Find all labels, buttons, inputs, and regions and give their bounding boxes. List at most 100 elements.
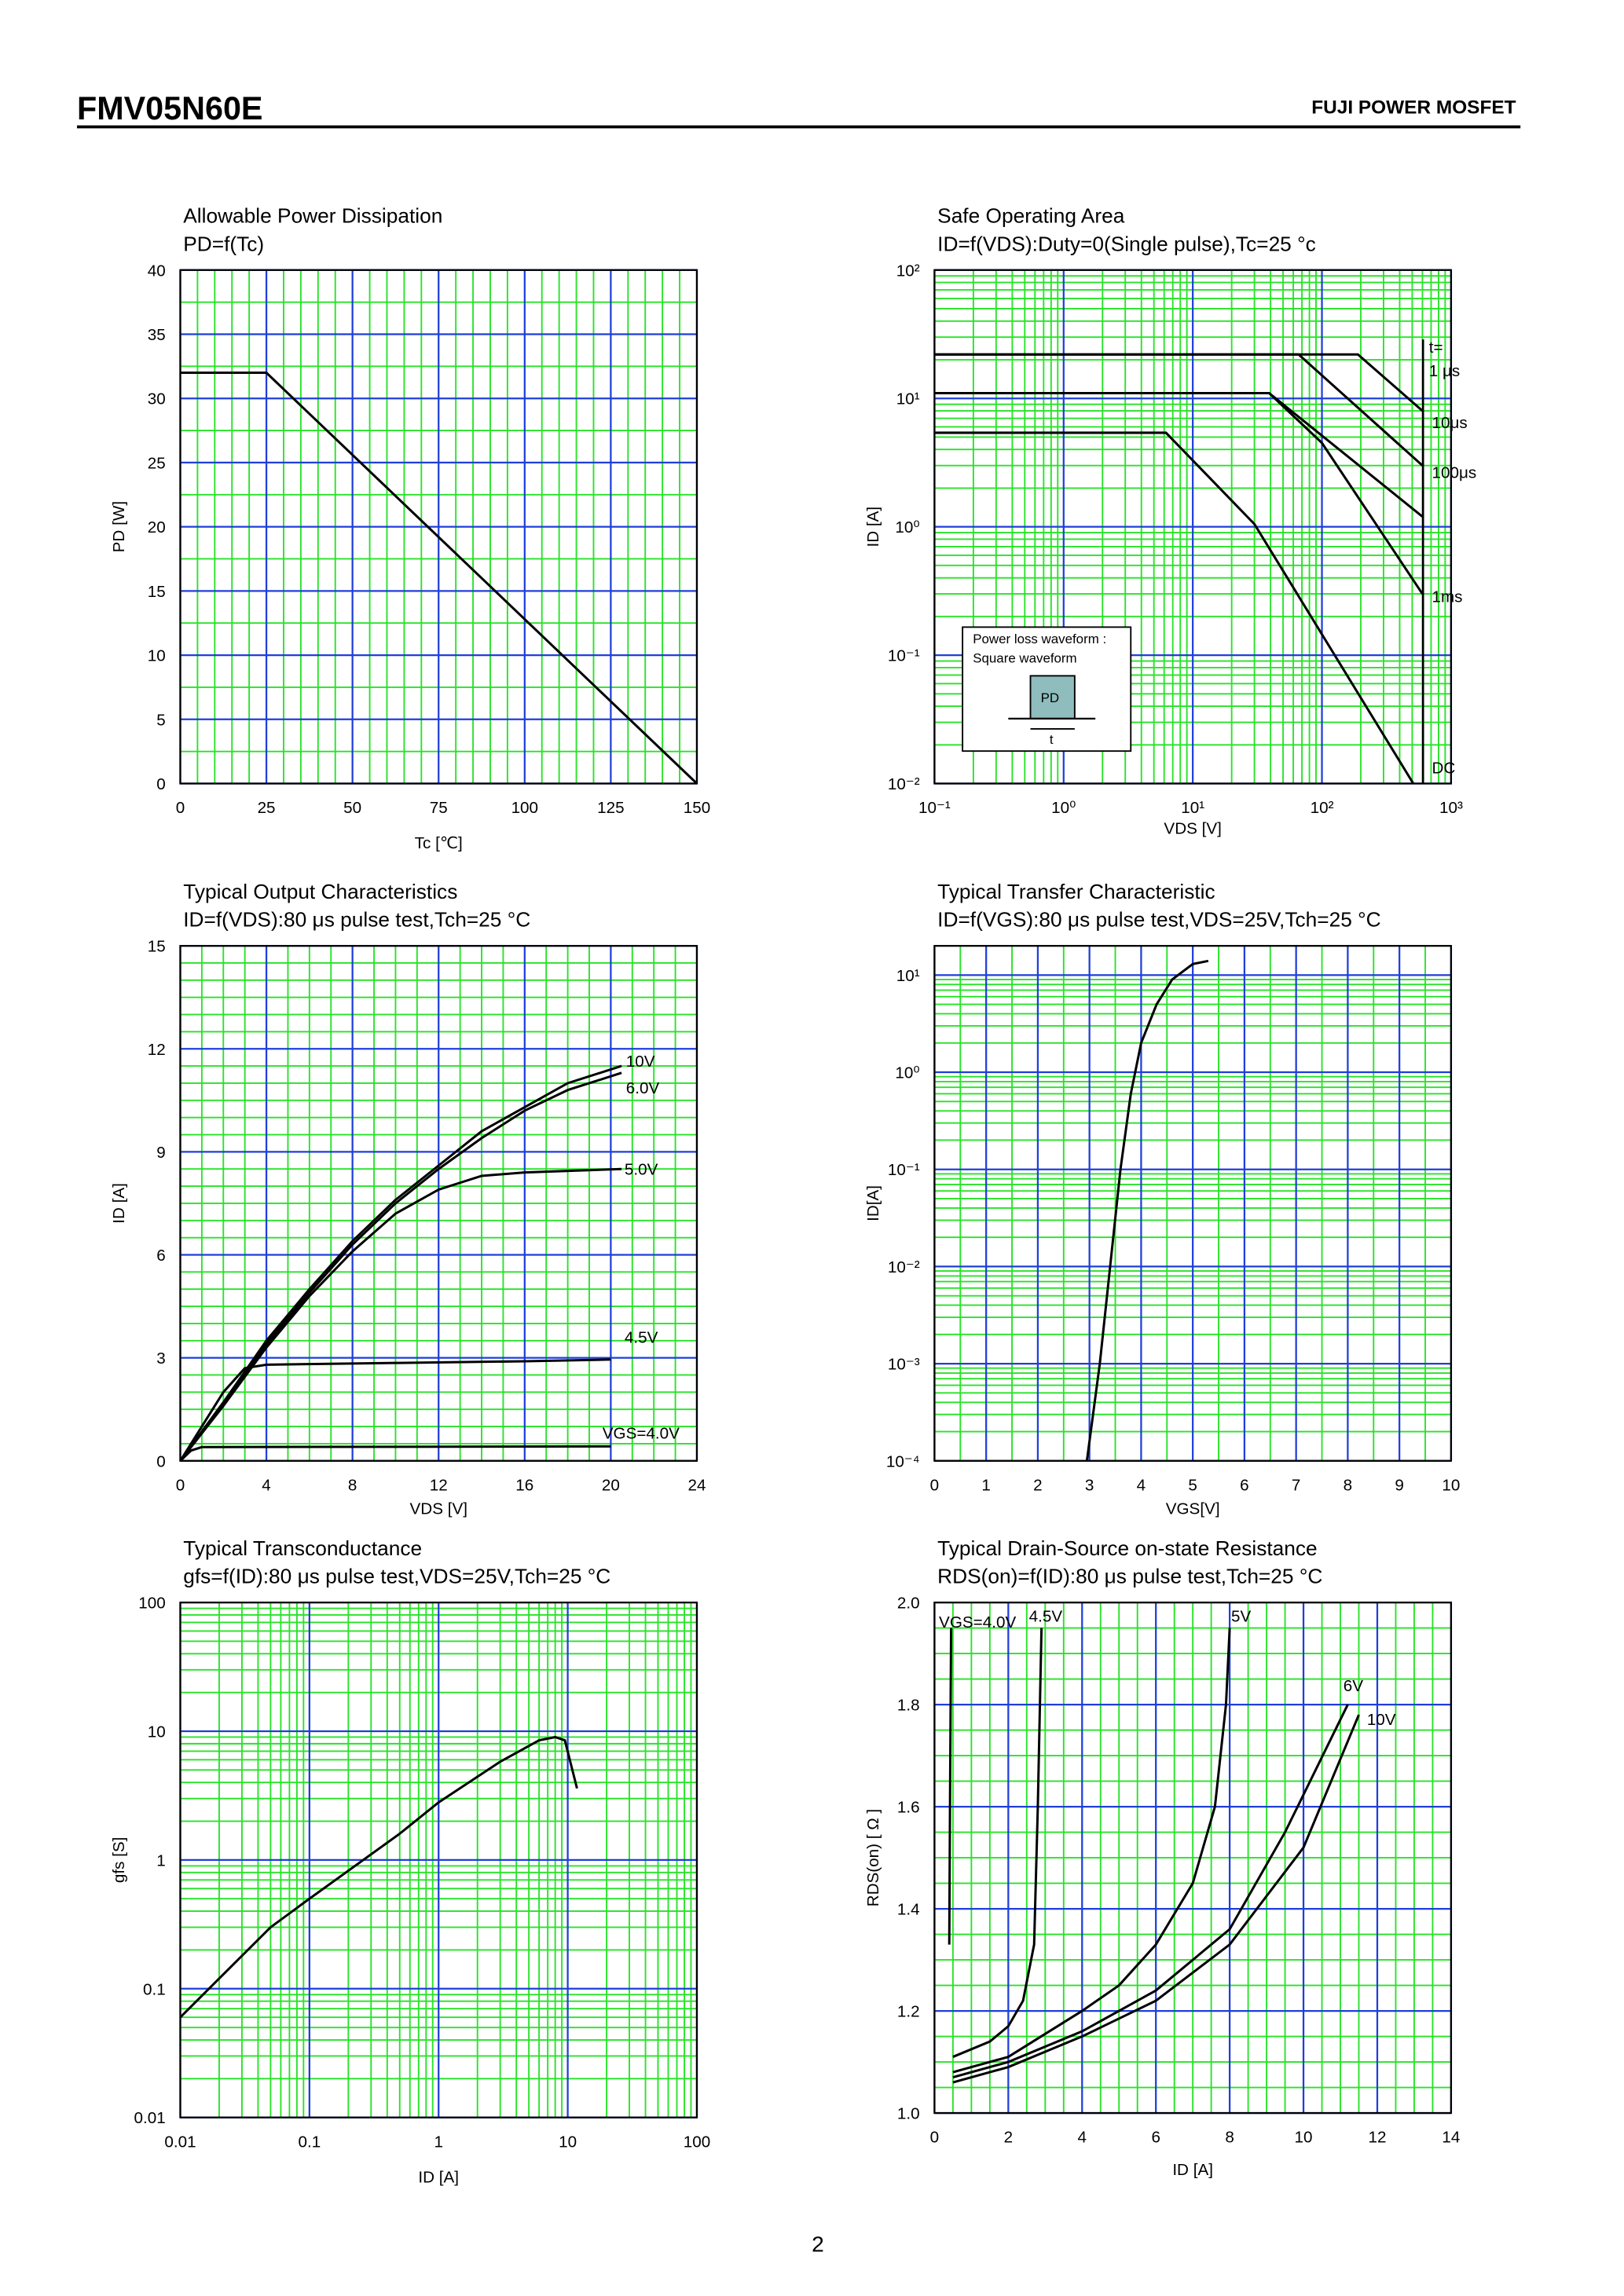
x-tick-label: 50	[343, 799, 361, 817]
x-axis-label: ID [A]	[1172, 2161, 1213, 2179]
y-tick-label: 10⁻⁴	[886, 1452, 920, 1470]
doc-header-right: FUJI POWER MOSFET	[1311, 97, 1516, 119]
curve	[952, 1628, 1043, 2058]
curve-label: 10V	[1367, 1711, 1396, 1729]
x-axis-label: VDS [V]	[409, 1500, 467, 1518]
x-tick-label: 10¹	[1181, 799, 1204, 817]
y-tick-label: 3	[156, 1349, 166, 1368]
y-axis-label: PD [W]	[110, 501, 128, 552]
chart: Typical Output Characteristics ID=f(VDS):…	[110, 880, 706, 1518]
curve	[179, 1735, 578, 2019]
annotation: t=	[1429, 339, 1443, 357]
y-tick-label: 1	[156, 1851, 166, 1869]
curve-label: 5.0V	[625, 1160, 658, 1178]
chart: Typical Drain-Source on-state Resistance…	[864, 1536, 1460, 2179]
y-tick-label: 10⁰	[895, 518, 919, 536]
plot-frame	[179, 1601, 698, 2118]
y-tick-label: 6	[156, 1247, 166, 1265]
x-tick-label: 0	[176, 1476, 185, 1494]
curve-label: VGS=4.0V	[603, 1425, 680, 1443]
x-tick-label: 5	[1188, 1476, 1197, 1494]
x-tick-label: 12	[1368, 2129, 1386, 2147]
chart-subtitle: ID=f(VDS):Duty=0(Single pulse),Tc=25 °c	[937, 232, 1316, 255]
y-tick-label: 40	[148, 262, 166, 280]
curve	[179, 1358, 611, 1462]
x-tick-label: 0	[176, 799, 185, 817]
y-axis-label: ID [A]	[864, 507, 882, 547]
x-tick-label: 4	[1137, 1476, 1146, 1494]
y-tick-label: 10	[148, 647, 166, 665]
y-tick-label: 1.0	[897, 2105, 920, 2123]
curve	[934, 431, 1415, 785]
curve-label: 1 μs	[1429, 362, 1460, 380]
plot-frame	[933, 269, 1453, 785]
chart-subtitle: ID=f(VDS):80 μs pulse test,Tch=25 °C	[183, 908, 530, 932]
y-tick-label: 10⁻¹	[888, 647, 920, 665]
y-tick-label: 10²	[896, 262, 920, 280]
chart-subtitle: RDS(on)=f(ID):80 μs pulse test,Tch=25 °C	[937, 1565, 1322, 1588]
y-axis-label: ID[A]	[864, 1185, 882, 1221]
x-tick-label: 10⁰	[1051, 799, 1076, 817]
x-tick-label: 2	[1033, 1476, 1043, 1494]
curve	[934, 353, 1424, 467]
x-tick-label: 12	[430, 1476, 448, 1494]
curve	[952, 1704, 1349, 2079]
curve	[1085, 959, 1209, 1461]
x-tick-label: 10	[559, 2133, 577, 2151]
y-tick-label: 0.01	[134, 2109, 165, 2127]
chart-title: Allowable Power Dissipation	[183, 204, 442, 228]
chart-title: Safe Operating Area	[937, 204, 1125, 228]
curve	[180, 372, 698, 785]
y-tick-label: 0	[156, 1452, 166, 1470]
y-tick-label: 20	[148, 518, 166, 536]
curve	[179, 1071, 622, 1462]
y-tick-label: 10¹	[896, 967, 920, 985]
y-axis-label: gfs [S]	[110, 1837, 128, 1884]
annotation: Power loss waveform :	[973, 632, 1106, 646]
curve-label: 6.0V	[626, 1079, 660, 1097]
x-tick-label: 8	[1225, 2129, 1234, 2147]
y-tick-label: 12	[148, 1041, 166, 1059]
y-tick-label: 25	[148, 454, 166, 472]
y-tick-label: 10⁰	[895, 1064, 919, 1082]
x-tick-label: 100	[511, 799, 538, 817]
y-tick-label: 15	[148, 583, 166, 601]
doc-title: FMV05N60E	[77, 90, 263, 126]
curve-label: DC	[1432, 759, 1455, 777]
curve-label: 100μs	[1432, 464, 1476, 482]
curve	[952, 1628, 1231, 2074]
plot-frame	[933, 1601, 1453, 2115]
x-tick-label: 10⁻¹	[918, 799, 951, 817]
annotation: Square waveform	[973, 650, 1076, 665]
y-tick-label: 0	[156, 775, 166, 793]
y-tick-label: 10⁻²	[888, 1258, 920, 1276]
curve	[179, 1445, 611, 1462]
curve-label: 4.5V	[625, 1328, 658, 1346]
x-tick-label: 1	[981, 1476, 990, 1494]
curve-label: 10μs	[1432, 414, 1467, 432]
x-tick-label: 3	[1085, 1476, 1094, 1494]
chart: Safe Operating Area ID=f(VDS):Duty=0(Sing…	[864, 204, 1476, 838]
x-tick-label: 1	[434, 2133, 443, 2151]
x-tick-label: 75	[430, 799, 448, 817]
plot-frame	[179, 269, 698, 785]
y-tick-label: 1.4	[897, 1901, 920, 1919]
curve	[179, 1167, 622, 1462]
x-tick-label: 9	[1395, 1476, 1404, 1494]
y-tick-label: 10⁻¹	[888, 1161, 920, 1179]
chart-title: Typical Drain-Source on-state Resistance	[937, 1536, 1318, 1560]
curve-label: 10V	[626, 1053, 655, 1071]
y-tick-label: 9	[156, 1144, 166, 1162]
curve-label: 4.5V	[1029, 1608, 1063, 1626]
chart-subtitle: ID=f(VGS):80 μs pulse test,VDS=25V,Tch=2…	[937, 908, 1380, 932]
chart-title: Typical Output Characteristics	[183, 880, 457, 903]
x-axis-label: Tc [℃]	[415, 834, 463, 852]
chart: Typical Transconductance gfs=f(ID):80 μs …	[110, 1536, 710, 2186]
y-tick-label: 100	[138, 1595, 165, 1613]
plot-frame	[933, 945, 1453, 1462]
curve	[179, 1064, 622, 1462]
x-tick-label: 7	[1292, 1476, 1301, 1494]
y-axis-label: ID [A]	[110, 1183, 128, 1224]
